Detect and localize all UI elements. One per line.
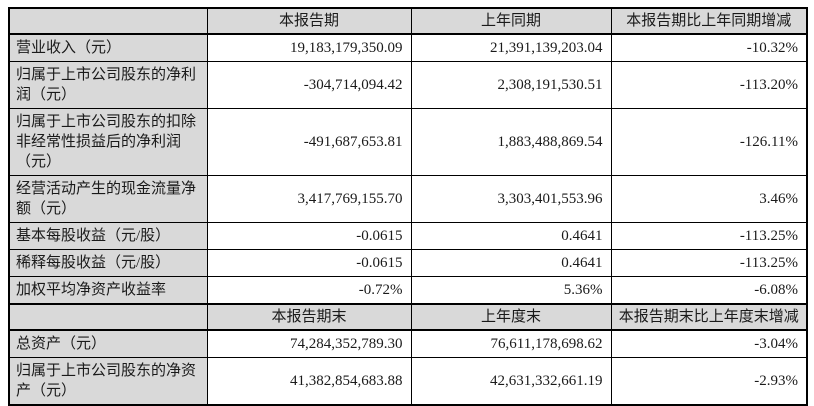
current-period-header: 本报告期 [206, 7, 412, 35]
current-period-cell: 41,382,854,683.88 [206, 357, 412, 406]
current-period-cell: 74,284,352,789.30 [206, 329, 412, 358]
current-period-cell: 3,417,769,155.70 [206, 175, 412, 223]
prior-period-cell: 3,303,401,553.96 [410, 175, 612, 223]
change-cell: -3.04% [610, 329, 808, 358]
blank-header-cell [8, 303, 208, 331]
period-header-row: 本报告期 上年同期 本报告期比上年同期增减 [8, 7, 808, 35]
prior-period-cell: 1,883,488,869.54 [410, 108, 612, 176]
prior-period-header: 上年同期 [410, 7, 612, 35]
prior-period-cell: 76,611,178,698.62 [410, 329, 612, 358]
table-row: 基本每股收益（元/股） -0.0615 0.4641 -113.25% [8, 222, 808, 250]
table-row: 归属于上市公司股东的净资产（元） 41,382,854,683.88 42,63… [8, 357, 808, 406]
financial-summary-table: 本报告期 上年同期 本报告期比上年同期增减 营业收入（元） 19,183,179… [8, 7, 808, 406]
table-row: 归属于上市公司股东的扣除非经常性损益后的净利润（元） -491,687,653.… [8, 108, 808, 176]
table-row: 稀释每股收益（元/股） -0.0615 0.4641 -113.25% [8, 249, 808, 277]
change-cell: -2.93% [610, 357, 808, 406]
prior-period-cell: 5.36% [410, 276, 612, 305]
change-cell: -6.08% [610, 276, 808, 305]
table-row: 经营活动产生的现金流量净额（元） 3,417,769,155.70 3,303,… [8, 175, 808, 223]
prior-period-cell: 0.4641 [410, 222, 612, 250]
table-row: 总资产（元） 74,284,352,789.30 76,611,178,698.… [8, 329, 808, 358]
current-period-cell: 19,183,179,350.09 [206, 33, 412, 62]
period-end-header-row: 本报告期末 上年度末 本报告期末比上年度末增减 [8, 303, 808, 331]
prior-period-cell: 0.4641 [410, 249, 612, 277]
change-cell: -113.20% [610, 61, 808, 109]
change-cell: -113.25% [610, 222, 808, 250]
current-period-cell: -491,687,653.81 [206, 108, 412, 176]
change-cell: -10.32% [610, 33, 808, 62]
row-label-cell: 基本每股收益（元/股） [8, 222, 208, 250]
period-change-header: 本报告期比上年同期增减 [610, 7, 808, 35]
row-label-cell: 总资产（元） [8, 329, 208, 358]
table-row: 归属于上市公司股东的净利润（元） -304,714,094.42 2,308,1… [8, 61, 808, 109]
row-label-cell: 加权平均净资产收益率 [8, 276, 208, 305]
table-row: 加权平均净资产收益率 -0.72% 5.36% -6.08% [8, 276, 808, 305]
row-label-cell: 营业收入（元） [8, 33, 208, 62]
prior-period-cell: 21,391,139,203.04 [410, 33, 612, 62]
change-cell: 3.46% [610, 175, 808, 223]
blank-header-cell [8, 7, 208, 35]
table-row: 营业收入（元） 19,183,179,350.09 21,391,139,203… [8, 33, 808, 62]
prior-period-cell: 2,308,191,530.51 [410, 61, 612, 109]
change-cell: -113.25% [610, 249, 808, 277]
current-period-cell: -0.0615 [206, 249, 412, 277]
prior-period-cell: 42,631,332,661.19 [410, 357, 612, 406]
current-period-cell: -304,714,094.42 [206, 61, 412, 109]
period-end-change-header: 本报告期末比上年度末增减 [610, 303, 808, 331]
period-end-header: 本报告期末 [206, 303, 412, 331]
row-label-cell: 归属于上市公司股东的净资产（元） [8, 357, 208, 406]
row-label-cell: 归属于上市公司股东的净利润（元） [8, 61, 208, 109]
change-cell: -126.11% [610, 108, 808, 176]
current-period-cell: -0.72% [206, 276, 412, 305]
prior-year-end-header: 上年度末 [410, 303, 612, 331]
row-label-cell: 归属于上市公司股东的扣除非经常性损益后的净利润（元） [8, 108, 208, 176]
row-label-cell: 稀释每股收益（元/股） [8, 249, 208, 277]
current-period-cell: -0.0615 [206, 222, 412, 250]
row-label-cell: 经营活动产生的现金流量净额（元） [8, 175, 208, 223]
